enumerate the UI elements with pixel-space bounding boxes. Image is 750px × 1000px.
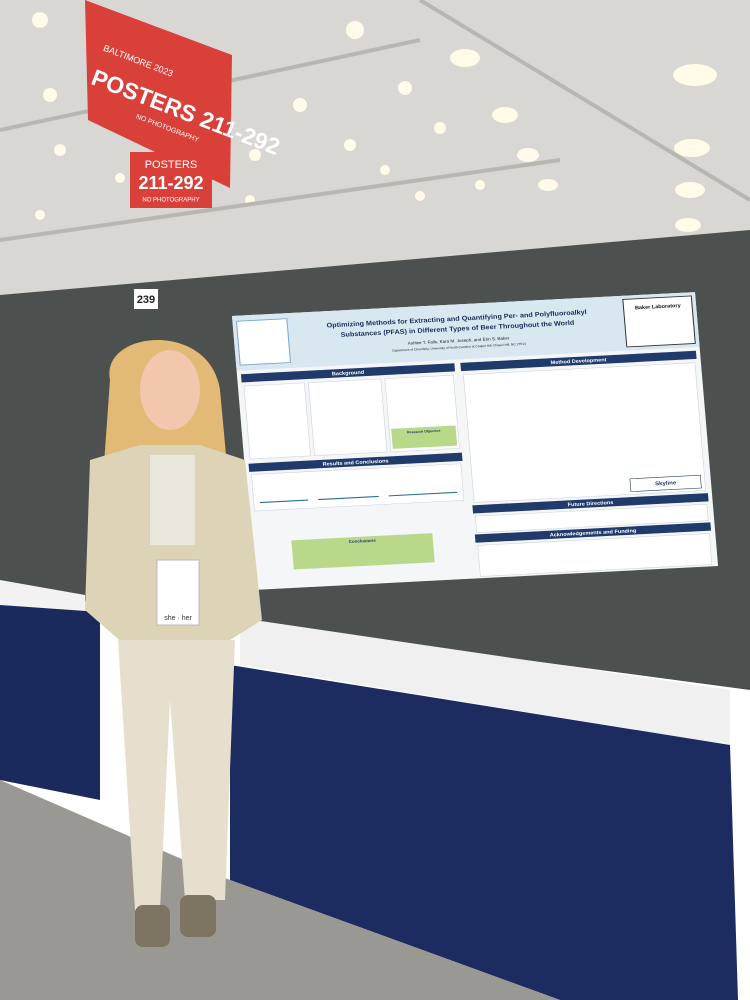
section-bars xyxy=(240,350,712,543)
sign-note: NO PHOTOGRAPHY xyxy=(142,198,199,204)
content-panels xyxy=(243,362,713,577)
table-skirt xyxy=(230,665,738,1000)
shoe xyxy=(180,895,216,937)
objective-box xyxy=(391,425,458,449)
conclusions-box xyxy=(291,533,435,570)
poster: Baker Laboratory Optimizing Methods for … xyxy=(232,292,719,590)
section-heading: Acknowledgements and Funding xyxy=(550,528,637,538)
poster-affiliation: Department of Chemistry, University of N… xyxy=(392,342,526,353)
objective-heading: Research Objective xyxy=(407,429,441,435)
booth-number-card xyxy=(134,289,158,309)
sign-title: POSTERS xyxy=(145,159,198,171)
software-logo xyxy=(629,474,702,492)
face xyxy=(140,350,200,430)
section-heading: Future Directions xyxy=(567,500,613,508)
university-logo xyxy=(235,318,292,366)
shoe xyxy=(135,905,170,947)
software-name: Skyline xyxy=(655,480,677,487)
table-top xyxy=(240,618,730,745)
poster-authors: Ashlee T. Falls, Kara M. Joseph, and Eri… xyxy=(408,336,510,346)
poster-header xyxy=(232,292,700,371)
conclusions-heading: Conclusions xyxy=(348,538,376,544)
section-heading: Background xyxy=(332,370,365,377)
banner xyxy=(85,0,232,188)
badge xyxy=(156,559,200,626)
ceiling-lights xyxy=(32,12,717,232)
section-heading: Method Development xyxy=(550,357,607,366)
lab-logo xyxy=(622,295,696,348)
left-table-skirt xyxy=(0,605,100,800)
person: she · her xyxy=(85,340,262,947)
poster-graphs xyxy=(259,491,458,504)
sign-range: 211-292 xyxy=(138,173,203,193)
lab-name: Baker Laboratory xyxy=(635,303,681,311)
booth-number: 239 xyxy=(137,294,155,306)
shirt xyxy=(150,455,195,545)
sign xyxy=(130,152,212,208)
pants xyxy=(118,640,235,910)
left-table-top xyxy=(0,580,85,615)
badge-pronouns: she · her xyxy=(164,615,192,622)
section-heading: Results and Conclusions xyxy=(322,459,388,468)
